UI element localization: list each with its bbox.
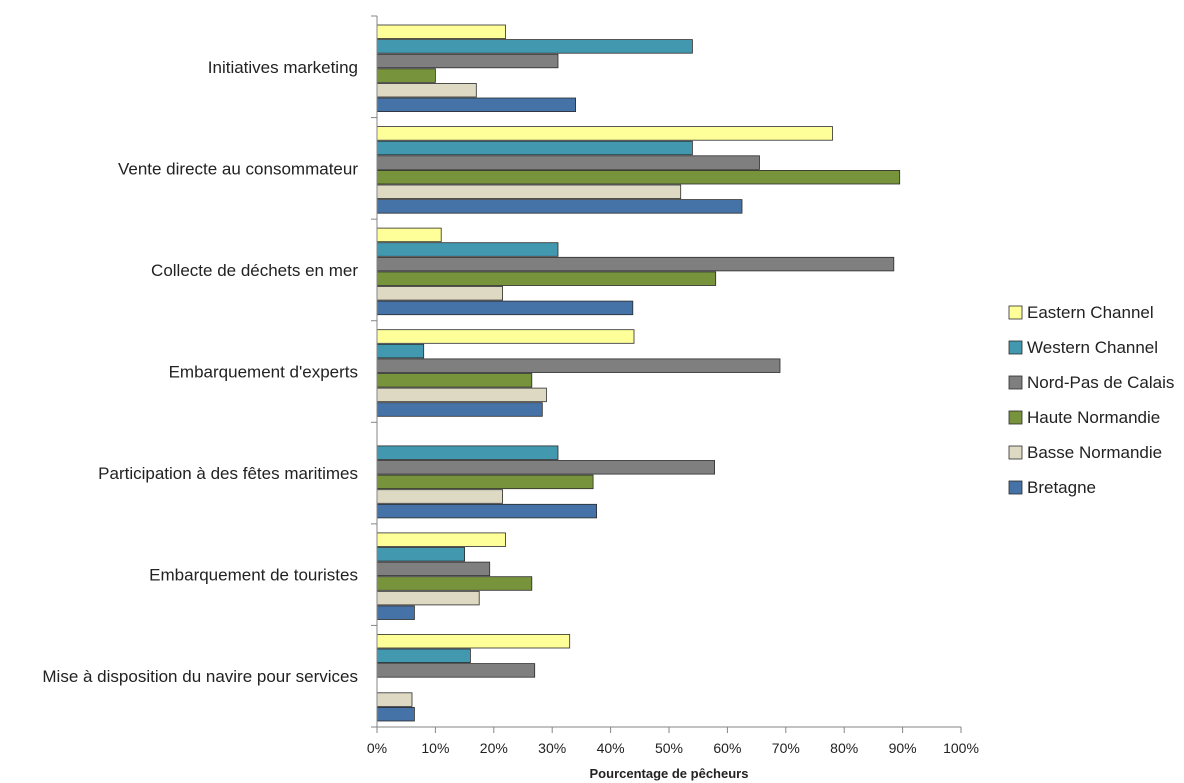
x-tick-label: 70% xyxy=(772,740,800,756)
x-tick-label: 90% xyxy=(889,740,917,756)
bar-basse-normandie xyxy=(376,692,413,707)
legend-label-basse-normandie: Basse Normandie xyxy=(1027,443,1162,462)
bar-western-channel xyxy=(376,648,471,664)
bar-nord-pas-de-calais xyxy=(376,155,760,170)
bar-western-channel xyxy=(376,445,559,460)
x-tick-label: 0% xyxy=(367,740,387,756)
legend-swatch-nord-pas-de-calais xyxy=(1008,375,1023,390)
bar-bretagne xyxy=(376,300,634,316)
legend-swatch-eastern-channel xyxy=(1008,305,1023,320)
legend-label-western-channel: Western Channel xyxy=(1027,338,1158,357)
bar-western-channel xyxy=(376,343,425,359)
bar-basse-normandie xyxy=(376,489,503,504)
bar-nord-pas-de-calais xyxy=(376,53,559,69)
bar-bretagne xyxy=(376,402,543,417)
category-label: Participation à des fêtes maritimes xyxy=(98,464,358,483)
legend-swatch-western-channel xyxy=(1008,340,1023,355)
bar-basse-normandie xyxy=(376,184,682,200)
bar-eastern-channel xyxy=(376,532,506,547)
legend-label-eastern-channel: Eastern Channel xyxy=(1027,303,1154,322)
x-tick-label: 40% xyxy=(597,740,625,756)
legend-label-nord-pas-de-calais: Nord-Pas de Calais xyxy=(1027,373,1174,392)
x-tick-label: 30% xyxy=(538,740,566,756)
bar-western-channel xyxy=(376,242,559,257)
bar-basse-normandie xyxy=(376,286,503,301)
legend-swatch-haute-normandie xyxy=(1008,410,1023,425)
category-label: Vente directe au consommateur xyxy=(118,159,358,178)
bar-haute-normandie xyxy=(376,271,717,286)
x-tick-label: 50% xyxy=(655,740,683,756)
bar-haute-normandie xyxy=(376,373,533,388)
bar-eastern-channel xyxy=(376,227,442,243)
category-label: Embarquement d'experts xyxy=(169,363,358,382)
bar-basse-normandie xyxy=(376,83,477,98)
bar-eastern-channel xyxy=(376,329,635,344)
category-label: Embarquement de touristes xyxy=(149,566,358,585)
category-label: Mise à disposition du navire pour servic… xyxy=(42,667,358,686)
bar-basse-normandie xyxy=(376,387,547,403)
legend-swatch-basse-normandie xyxy=(1008,445,1023,460)
x-axis-title: Pourcentage de pêcheurs xyxy=(590,766,749,781)
bar-western-channel xyxy=(376,547,465,562)
bar-nord-pas-de-calais xyxy=(376,358,781,373)
category-labels: Initiatives marketing Vente directe au co… xyxy=(42,58,358,686)
bar-haute-normandie xyxy=(376,474,594,490)
bar-basse-normandie xyxy=(376,590,480,606)
x-tick-label: 80% xyxy=(830,740,858,756)
bar-bretagne xyxy=(376,503,598,519)
y-axis-ticks xyxy=(371,15,377,728)
category-label: Collecte de déchets en mer xyxy=(151,261,358,280)
x-tick-label: 100% xyxy=(943,740,979,756)
bar-bretagne xyxy=(376,199,743,214)
bar-bretagne xyxy=(376,97,577,113)
bar-eastern-channel xyxy=(376,24,506,40)
legend-label-bretagne: Bretagne xyxy=(1027,478,1096,497)
legend-label-haute-normandie: Haute Normandie xyxy=(1027,408,1160,427)
bar-haute-normandie xyxy=(376,68,436,83)
legend: Eastern Channel Western Channel Nord-Pas d… xyxy=(1008,303,1174,497)
bar-nord-pas-de-calais xyxy=(376,256,895,272)
bars-group xyxy=(376,24,901,722)
bar-bretagne xyxy=(376,605,415,620)
x-tick-label: 20% xyxy=(480,740,508,756)
bar-western-channel xyxy=(376,39,693,54)
x-tick-label: 10% xyxy=(421,740,449,756)
bar-haute-normandie xyxy=(376,576,533,591)
bar-eastern-channel xyxy=(376,634,571,649)
bar-eastern-channel xyxy=(376,126,833,141)
legend-swatch-bretagne xyxy=(1008,480,1023,495)
x-axis-ticks: 0% 10% 20% 30% 40% 50% 60% 70% 80% 90% 100% xyxy=(367,727,979,756)
bar-nord-pas-de-calais xyxy=(376,460,716,475)
bar-nord-pas-de-calais xyxy=(376,663,536,678)
x-tick-label: 60% xyxy=(713,740,741,756)
bar-western-channel xyxy=(376,140,693,156)
bar-nord-pas-de-calais xyxy=(376,561,491,577)
bar-haute-normandie xyxy=(376,169,901,185)
bar-bretagne xyxy=(376,707,415,722)
category-label: Initiatives marketing xyxy=(208,58,358,77)
